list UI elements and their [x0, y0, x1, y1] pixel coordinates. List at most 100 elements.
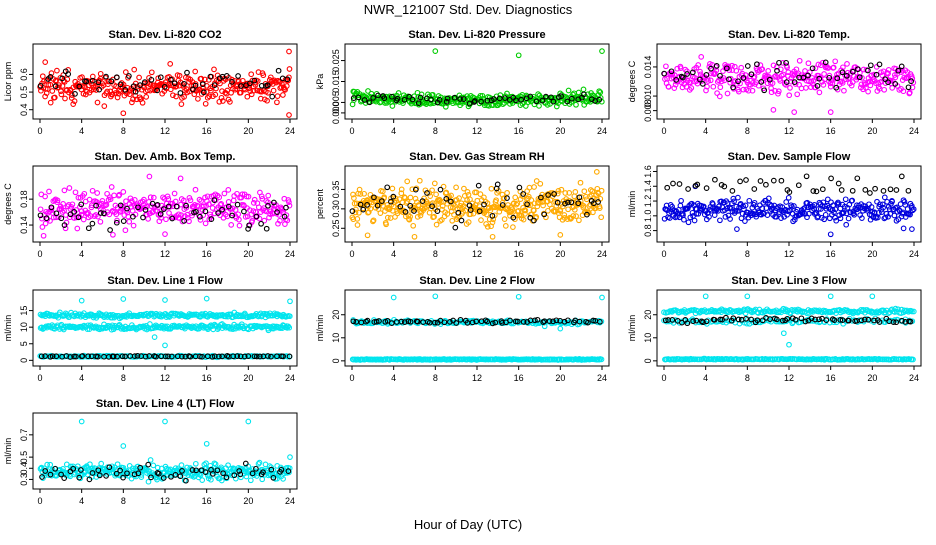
data-point: [228, 222, 235, 228]
data-point: [42, 353, 48, 359]
data-point: [763, 205, 770, 211]
y-tick-label: 1.0: [643, 210, 653, 223]
data-point: [59, 75, 66, 82]
data-point: [65, 71, 72, 77]
data-point: [64, 203, 71, 210]
data-point: [881, 194, 888, 201]
data-point: [518, 96, 525, 103]
data-point: [407, 194, 414, 201]
data-point: [260, 205, 267, 211]
data-point: [841, 203, 848, 210]
data-point: [791, 79, 798, 85]
outlier-point: [827, 231, 834, 238]
outlier-point: [78, 418, 85, 425]
data-point: [494, 181, 501, 188]
y-axis-label: ml/min: [627, 315, 637, 342]
data-point: [79, 353, 86, 359]
data-point: [816, 75, 823, 82]
data-point: [429, 187, 435, 194]
data-point: [757, 178, 764, 184]
outlier-point: [599, 48, 605, 54]
data-point: [116, 191, 123, 198]
data-point: [738, 64, 745, 71]
data-point: [260, 72, 267, 79]
data-point: [892, 81, 899, 87]
data-point: [489, 213, 496, 219]
y-axis-label: degrees C: [3, 183, 13, 225]
data-point: [663, 63, 669, 70]
data-point: [241, 208, 247, 215]
data-point: [740, 203, 746, 210]
y-tick-label: 15: [19, 306, 29, 316]
data-point: [689, 69, 696, 76]
data-point: [910, 206, 917, 213]
data-point: [571, 193, 578, 200]
data-point: [264, 82, 271, 89]
y-tick-label: 0.5: [19, 451, 29, 464]
data-point: [355, 94, 362, 101]
data-point: [145, 461, 152, 468]
data-point: [796, 57, 803, 64]
panel-title: Stan. Dev. Amb. Box Temp.: [95, 151, 236, 163]
data-point: [509, 206, 516, 213]
data-point: [833, 84, 840, 91]
data-point: [220, 98, 226, 104]
data-point: [596, 205, 603, 211]
x-tick-label: 0: [37, 373, 42, 383]
data-point: [433, 221, 440, 228]
x-tick-label: 4: [703, 249, 708, 259]
data-point: [147, 194, 154, 201]
data-point: [41, 78, 47, 85]
data-point: [535, 91, 541, 97]
data-point: [398, 186, 405, 193]
data-point: [814, 83, 821, 89]
data-point: [684, 205, 691, 212]
data-point: [63, 353, 70, 359]
data-point: [367, 205, 374, 212]
data-point: [184, 69, 190, 76]
data-point: [727, 205, 734, 212]
data-point: [867, 62, 874, 69]
data-point: [727, 216, 733, 222]
data-point: [388, 198, 394, 205]
outlier-point: [162, 418, 168, 425]
data-point: [737, 178, 743, 185]
data-point: [199, 477, 206, 483]
data-point: [179, 353, 185, 360]
data-point: [749, 87, 756, 94]
outlier-point: [557, 232, 564, 238]
data-point: [404, 178, 411, 185]
data-point: [66, 185, 73, 191]
plot-frame: [344, 43, 610, 120]
data-point: [824, 196, 831, 203]
data-point: [284, 217, 291, 224]
data-point: [871, 71, 877, 78]
data-point: [183, 202, 189, 209]
data-point: [761, 87, 768, 94]
data-point: [474, 197, 481, 204]
data-point: [225, 203, 232, 210]
data-point: [105, 81, 111, 88]
data-point: [769, 80, 776, 86]
data-point: [78, 201, 85, 208]
data-point: [130, 83, 137, 90]
data-point: [132, 88, 139, 95]
data-point: [97, 218, 104, 225]
x-tick-label: 16: [202, 373, 212, 383]
data-point: [726, 204, 733, 211]
data-point: [155, 75, 162, 82]
data-point: [157, 211, 164, 217]
x-tick-label: 20: [243, 126, 253, 136]
data-point: [258, 220, 264, 227]
data-point: [71, 209, 78, 215]
data-point: [703, 185, 710, 191]
data-point: [841, 87, 847, 94]
data-point: [123, 198, 129, 205]
x-tick-label: 16: [514, 126, 524, 136]
data-point: [742, 202, 749, 209]
data-point: [94, 190, 101, 196]
data-point: [211, 210, 218, 217]
data-point: [751, 186, 758, 192]
data-point: [744, 63, 751, 69]
data-point: [731, 198, 737, 205]
